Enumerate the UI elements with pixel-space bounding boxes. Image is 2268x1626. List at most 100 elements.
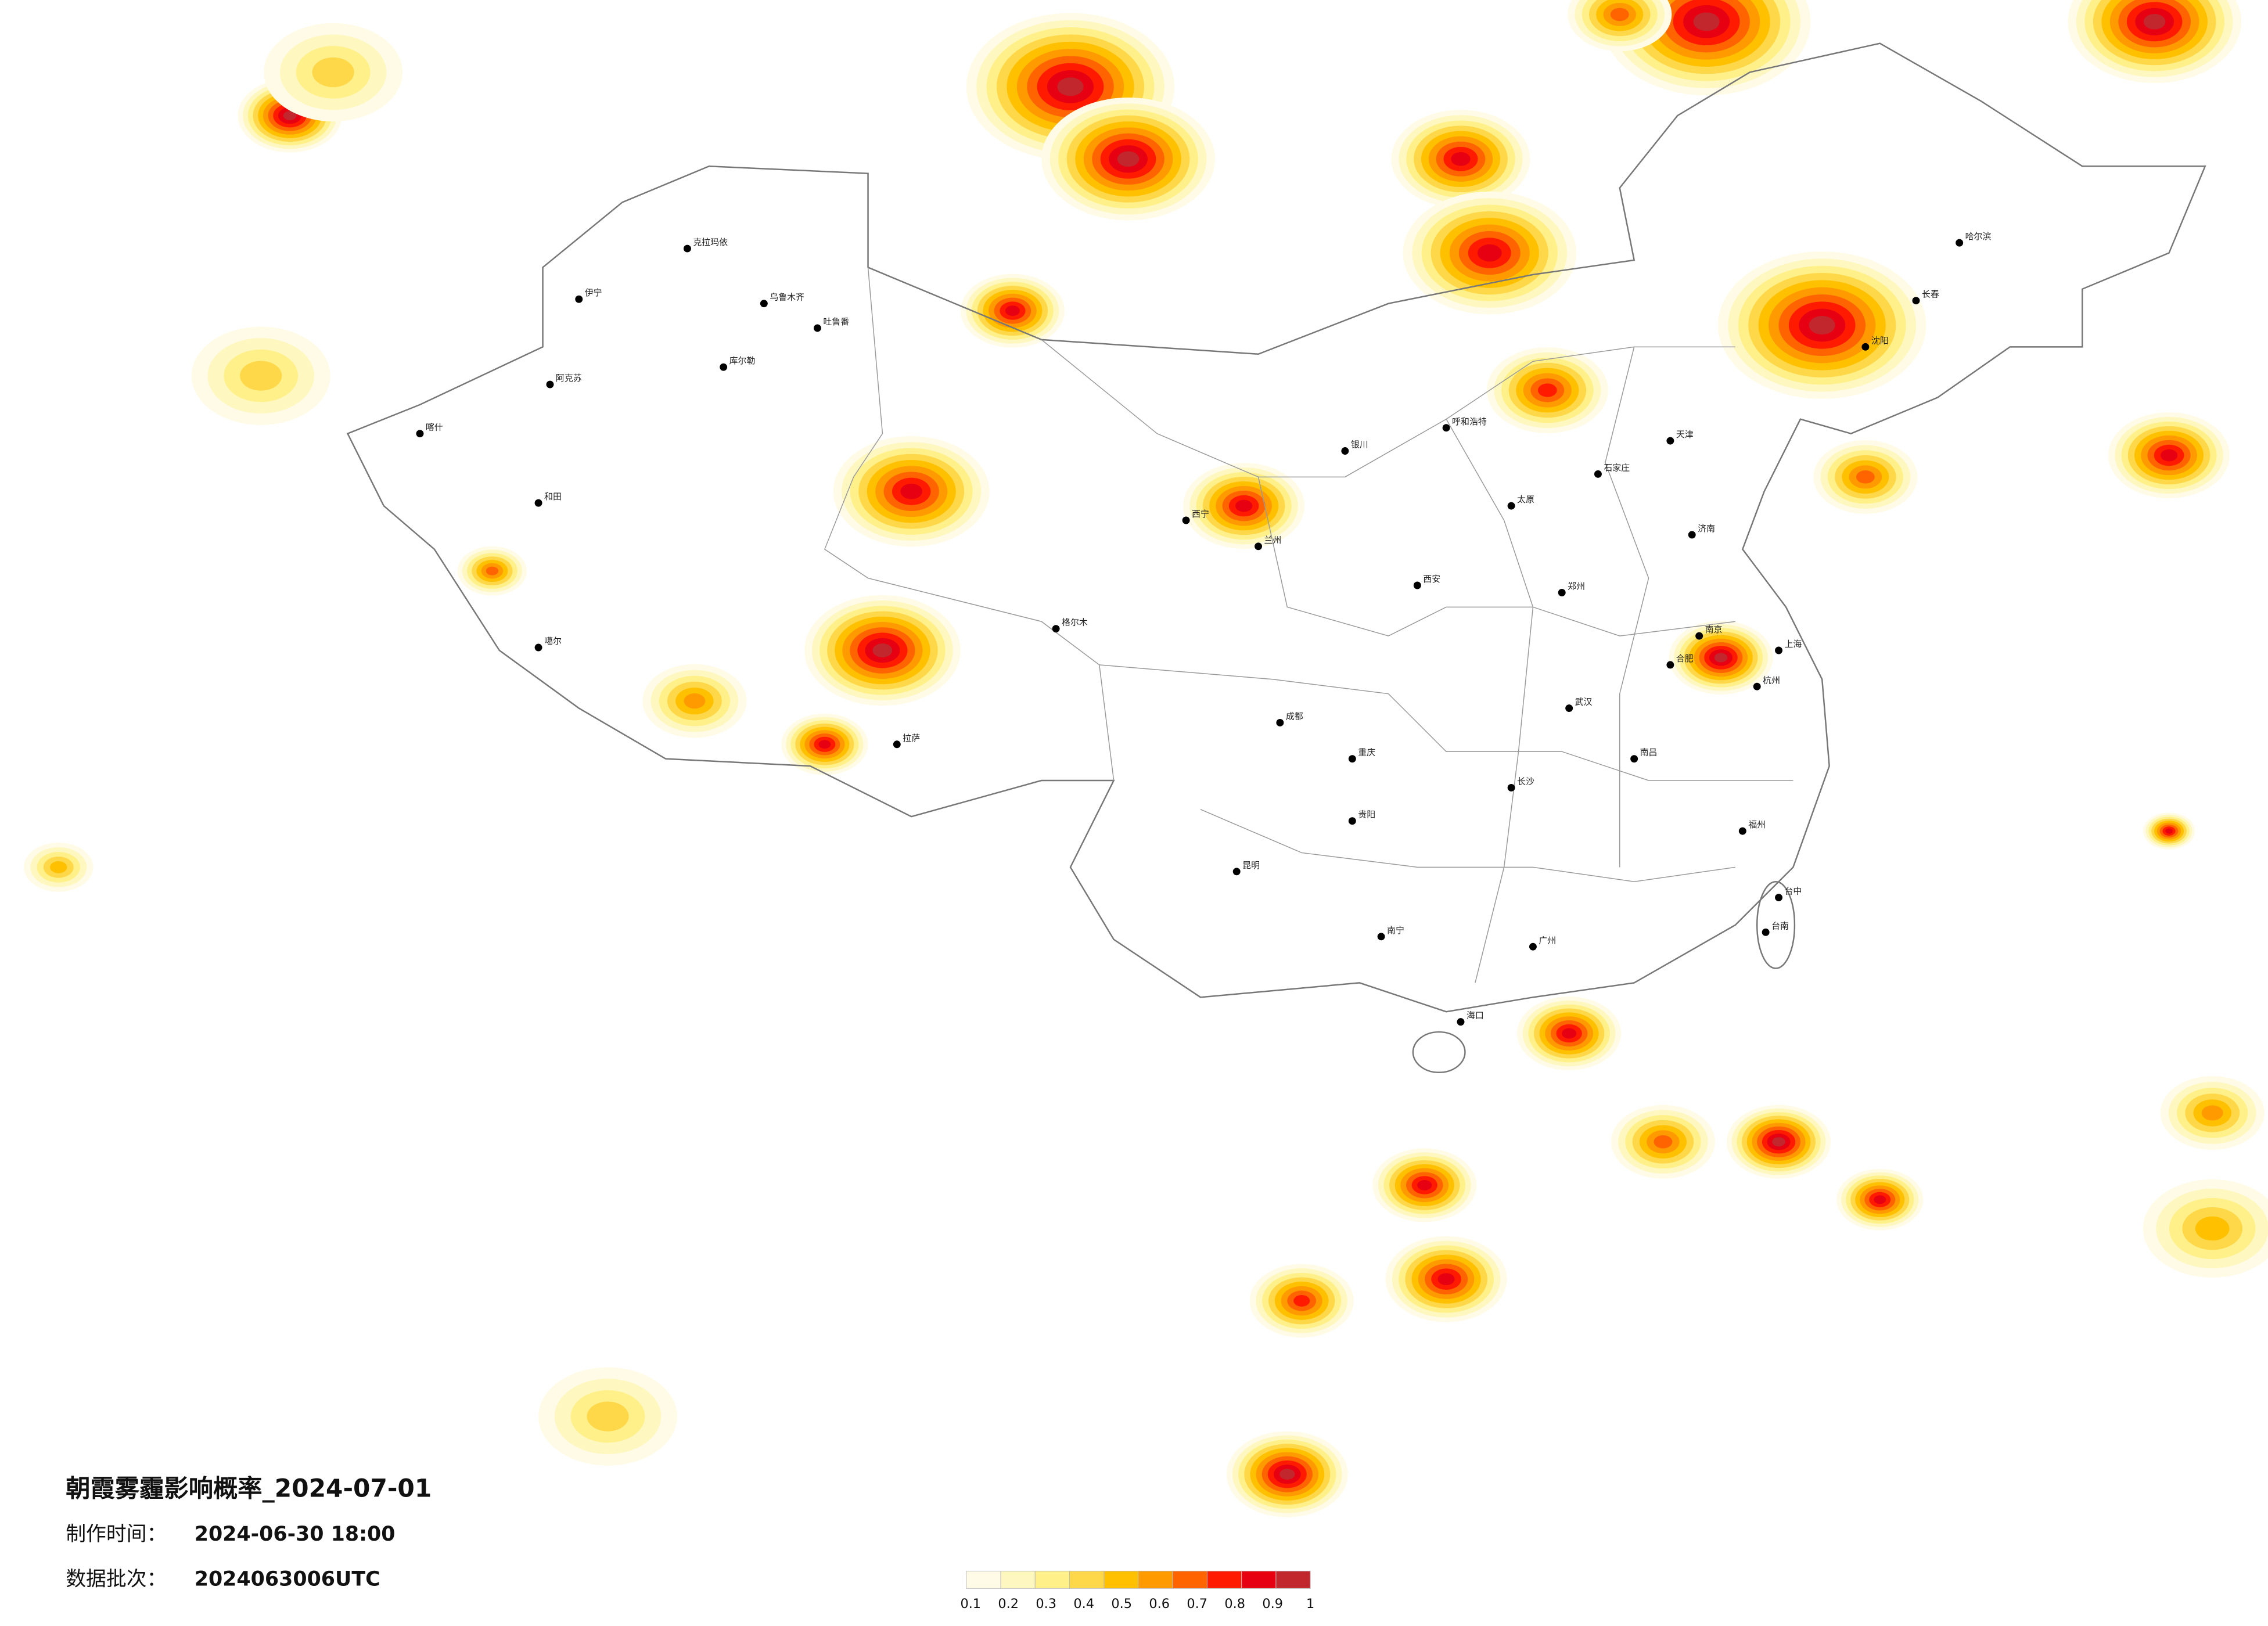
city-dot: [1666, 437, 1674, 445]
hainan-outline: [1412, 1031, 1466, 1073]
city-label: 西宁: [1192, 509, 1209, 519]
city-label: 阿克苏: [556, 373, 582, 383]
city-dot: [575, 295, 583, 303]
made-time-label: 制作时间：: [66, 1523, 167, 1546]
city-dot: [1348, 817, 1356, 825]
city-dot: [1442, 424, 1450, 432]
legend-swatch: [1206, 1570, 1242, 1589]
legend-tick-label: 0.1: [960, 1596, 981, 1611]
legend-swatch: [1034, 1570, 1070, 1589]
legend-swatch: [1104, 1570, 1139, 1589]
probability-area: [1537, 383, 1557, 397]
probability-area: [1809, 315, 1835, 335]
probability-area: [283, 111, 297, 121]
city-dot: [1762, 928, 1770, 936]
probability-area: [312, 57, 354, 88]
city-dot: [1052, 625, 1060, 633]
city-dot: [1507, 783, 1515, 792]
city-label: 郑州: [1568, 581, 1585, 591]
city-dot: [720, 363, 728, 371]
probability-area: [1057, 77, 1084, 96]
city-dot: [1738, 827, 1746, 835]
probability-layer: [24, 0, 2268, 1517]
probability-area: [486, 566, 499, 575]
city-label: 广州: [1539, 935, 1556, 945]
city-dot: [1232, 868, 1241, 876]
batch-value: 2024063006UTC: [195, 1567, 380, 1591]
city-dot: [1276, 718, 1284, 726]
province-line: [1041, 339, 1735, 478]
city-dot: [546, 380, 554, 388]
city-dot: [1775, 894, 1783, 902]
city-label: 兰州: [1264, 535, 1282, 545]
legend-tick-label: 0.8: [1224, 1596, 1245, 1611]
probability-area: [1693, 12, 1720, 31]
city-label: 贵阳: [1358, 810, 1375, 820]
city-label: 和田: [544, 491, 562, 502]
city-label: 呼和浩特: [1452, 416, 1487, 427]
city-dot: [1529, 942, 1537, 951]
probability-area: [1117, 151, 1140, 167]
city-label: 吐鲁番: [823, 316, 849, 327]
city-dot: [1348, 755, 1356, 763]
probability-area: [1874, 1195, 1886, 1204]
city-dot: [1695, 632, 1703, 640]
city-label: 西安: [1423, 574, 1440, 584]
probability-area: [1451, 152, 1471, 166]
city-label: 喀什: [426, 422, 443, 433]
city-dot: [1956, 239, 1964, 247]
city-dot: [1558, 588, 1566, 596]
city-dot: [534, 499, 542, 507]
city-label: 成都: [1286, 711, 1303, 721]
province-line: [1446, 419, 1534, 983]
made-time-value: 2024-06-30 18:00: [195, 1523, 396, 1546]
probability-area: [684, 693, 706, 709]
city-label: 太原: [1517, 494, 1534, 505]
city-dot: [893, 740, 901, 749]
city-label: 济南: [1698, 523, 1715, 534]
legend-swatch: [1138, 1570, 1173, 1589]
probability-area: [2160, 449, 2178, 462]
city-dot: [1630, 755, 1638, 763]
legend-swatch: [1000, 1570, 1036, 1589]
taiwan-outline: [1756, 880, 1796, 969]
city-dot: [1688, 531, 1696, 539]
country-outline: [346, 42, 2206, 1013]
city-label: 天津: [1676, 429, 1694, 440]
city-label: 长春: [1922, 289, 1939, 300]
city-dot: [1341, 447, 1349, 455]
probability-area: [1772, 1137, 1785, 1147]
probability-area: [240, 361, 282, 391]
province-line: [824, 267, 1115, 781]
probability-area: [587, 1401, 629, 1431]
city-label: 杭州: [1763, 675, 1780, 685]
city-label: 石家庄: [1604, 462, 1630, 473]
city-label: 银川: [1351, 440, 1368, 450]
city-dot: [1507, 502, 1515, 510]
legend-tick-label: 0.7: [1187, 1596, 1207, 1611]
probability-area: [1562, 1028, 1577, 1039]
probability-area: [1714, 653, 1728, 663]
legend-tick-label: 0.2: [998, 1596, 1019, 1611]
city-label: 昆明: [1242, 860, 1260, 870]
city-label: 南宁: [1387, 925, 1404, 936]
legend-tick-label: 0.3: [1036, 1596, 1056, 1611]
city-label: 台南: [1771, 920, 1789, 931]
probability-area: [1610, 8, 1629, 21]
city-label: 合肥: [1676, 653, 1694, 664]
probability-area: [1005, 305, 1020, 316]
batch-label: 数据批次：: [66, 1567, 167, 1591]
probability-area: [1293, 1295, 1310, 1307]
probability-area: [1417, 1180, 1432, 1190]
province-line: [1099, 664, 1793, 781]
city-label: 拉萨: [903, 733, 920, 743]
legend-tick-label: 0.5: [1111, 1596, 1132, 1611]
city-label: 上海: [1785, 639, 1802, 649]
legend-tick-label: 0.6: [1149, 1596, 1170, 1611]
city-dot: [1457, 1018, 1465, 1026]
probability-area: [50, 861, 67, 873]
probability-area: [1235, 499, 1253, 512]
legend-swatch: [1275, 1570, 1311, 1589]
city-label: 格尔木: [1062, 617, 1088, 628]
city-label: 伊宁: [585, 287, 602, 298]
